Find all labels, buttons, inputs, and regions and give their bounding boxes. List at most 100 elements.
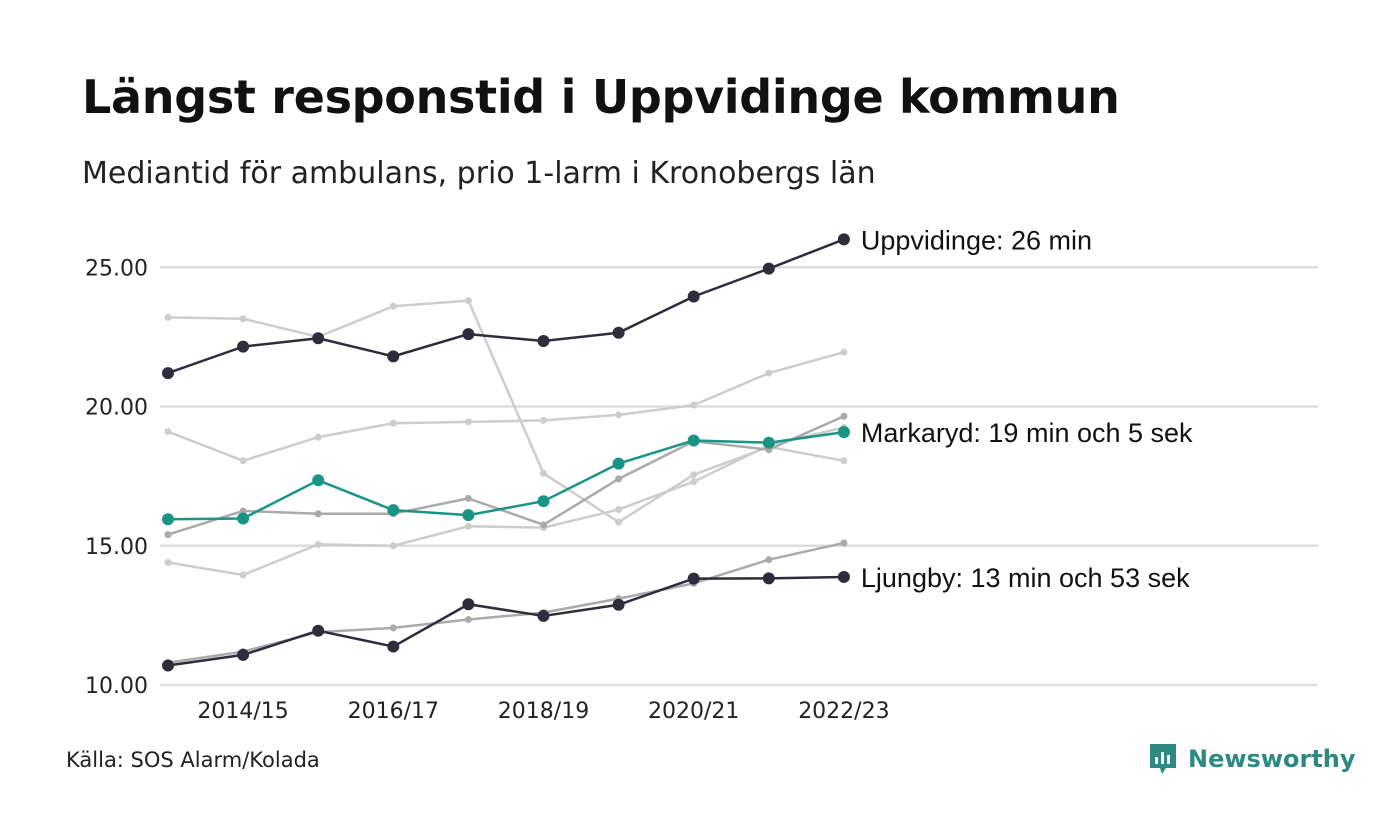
data-point — [387, 640, 400, 653]
x-tick-label: 2016/17 — [348, 699, 439, 724]
x-tick-label: 2022/23 — [798, 699, 889, 724]
data-point — [464, 297, 472, 305]
data-point — [164, 531, 172, 539]
x-axis-ticks: 2014/15 2016/17 2018/19 2020/21 2022/23 — [197, 699, 889, 724]
data-point — [464, 418, 472, 426]
data-point — [464, 494, 472, 502]
data-point — [387, 350, 400, 363]
grid-lines — [160, 266, 1318, 687]
data-point — [389, 542, 397, 550]
data-point — [237, 340, 250, 353]
data-point — [312, 332, 325, 345]
series-lines — [162, 233, 850, 672]
series-other-3 — [164, 412, 848, 539]
data-point — [840, 539, 848, 547]
data-point — [765, 556, 773, 564]
series-ljungby — [162, 570, 850, 672]
data-point — [314, 540, 322, 548]
data-point — [612, 326, 625, 339]
data-point — [239, 315, 247, 323]
brand-name: Newsworthy — [1188, 745, 1356, 773]
data-point — [164, 428, 172, 436]
data-point — [162, 659, 174, 672]
data-point — [387, 504, 400, 517]
data-point — [612, 457, 625, 470]
data-point — [762, 436, 775, 449]
y-tick-label: 15.00 — [85, 535, 148, 560]
x-tick-label: 2014/15 — [197, 699, 288, 724]
data-point — [690, 478, 698, 486]
data-point — [615, 475, 623, 483]
data-point — [690, 471, 698, 479]
data-point — [537, 495, 550, 508]
x-tick-label: 2018/19 — [498, 699, 589, 724]
data-point — [164, 313, 172, 321]
data-point — [612, 598, 625, 611]
data-point — [837, 426, 850, 439]
data-point — [687, 290, 700, 303]
data-point — [537, 335, 550, 348]
series-end-label: Markaryd: 19 min och 5 sek — [861, 418, 1193, 448]
series-line — [167, 541, 845, 664]
data-point — [462, 509, 475, 522]
data-point — [840, 412, 848, 420]
y-axis-ticks: 10.00 15.00 20.00 25.00 — [85, 256, 148, 699]
data-point — [765, 369, 773, 377]
data-point — [464, 522, 472, 530]
data-point — [615, 506, 623, 514]
data-point — [762, 262, 775, 275]
data-point — [314, 433, 322, 441]
series-uppvidinge — [162, 233, 850, 380]
data-point — [164, 558, 172, 566]
data-point — [162, 513, 174, 526]
series-end-label: Uppvidinge: 26 min — [861, 225, 1092, 255]
data-point — [464, 616, 472, 624]
data-point — [312, 474, 325, 487]
data-point — [537, 609, 550, 622]
data-point — [615, 518, 623, 526]
data-point — [840, 348, 848, 356]
data-point — [615, 411, 623, 419]
data-point — [837, 233, 850, 246]
series-line — [167, 430, 845, 521]
data-point — [540, 521, 547, 529]
data-point — [690, 401, 698, 409]
series-line — [167, 415, 845, 536]
series-line — [167, 238, 845, 375]
data-point — [687, 572, 700, 585]
data-point — [162, 367, 174, 380]
series-other-0 — [164, 297, 848, 526]
data-point — [314, 510, 322, 518]
chart-subtitle: Mediantid för ambulans, prio 1-larm i Kr… — [82, 156, 876, 191]
source-note: Källa: SOS Alarm/Kolada — [66, 748, 320, 772]
series-other-1 — [164, 348, 848, 465]
data-point — [462, 598, 475, 611]
data-point — [239, 457, 247, 465]
series-line — [167, 426, 845, 577]
series-end-labels: Uppvidinge: 26 min Markaryd: 19 min och 5… — [861, 225, 1193, 593]
data-point — [762, 572, 775, 585]
data-point — [389, 419, 397, 427]
data-point — [312, 624, 325, 637]
series-markaryd — [162, 426, 850, 526]
series-end-label: Ljungby: 13 min och 53 sek — [861, 563, 1190, 593]
y-tick-label: 25.00 — [85, 256, 148, 281]
data-point — [462, 328, 475, 341]
series-line — [167, 575, 844, 667]
data-point — [239, 571, 247, 579]
data-point — [540, 469, 547, 477]
data-point — [540, 416, 547, 424]
data-point — [237, 512, 250, 525]
newsworthy-logo-icon — [1150, 744, 1176, 774]
chart-title: Längst responstid i Uppvidinge kommun — [82, 70, 1120, 124]
data-point — [389, 302, 397, 310]
data-point — [237, 648, 250, 661]
data-point — [239, 507, 247, 515]
data-point — [840, 457, 848, 465]
y-tick-label: 20.00 — [85, 396, 148, 421]
series-line — [167, 350, 845, 463]
y-tick-label: 10.00 — [85, 674, 148, 699]
data-point — [389, 624, 397, 632]
brand-logo: Newsworthy — [1148, 742, 1356, 776]
